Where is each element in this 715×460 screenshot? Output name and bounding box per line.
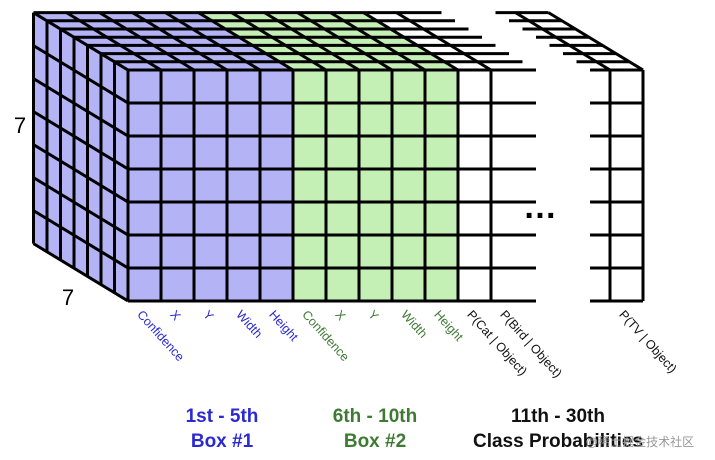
channel-label-5: Height: [266, 308, 301, 345]
group-box2-line1: 6th - 10th: [333, 406, 417, 427]
channel-column: [359, 70, 392, 301]
channel-column: [227, 70, 260, 301]
group-cls-caption: 11th - 30th Class Probabilities: [473, 406, 643, 452]
channel-label-2: X: [167, 308, 183, 324]
channel-label-4: Width: [233, 308, 265, 341]
channel-label-10: Height: [431, 308, 466, 345]
channel-label-11: P(Cat | Object): [464, 308, 530, 379]
tensor-side-face: [32, 11, 130, 303]
col-count-label: 7: [62, 285, 74, 310]
channel-label-13: P(TV | Object): [616, 308, 679, 376]
group-box2-caption: 6th - 10th Box #2: [333, 406, 417, 452]
ellipsis-label: …: [523, 188, 557, 226]
channel-column: [425, 70, 458, 301]
group-box1-line2: Box #1: [191, 431, 254, 452]
channel-column: [194, 70, 227, 301]
channel-label-7: X: [332, 308, 348, 324]
watermark: @稀土掘金技术社区: [586, 434, 694, 449]
group-box2-line2: Box #2: [344, 431, 406, 452]
group-box1-caption: 1st - 5th Box #1: [186, 406, 259, 452]
top-strip-box1: [33, 12, 293, 71]
channel-column: [326, 70, 359, 301]
channel-column: [392, 70, 425, 301]
channel-label-8: Y: [365, 308, 381, 324]
channel-column: [128, 70, 161, 301]
group-cls-line1: 11th - 30th: [511, 406, 605, 427]
channel-label-3: Y: [200, 308, 216, 324]
tensor-top-face: [32, 11, 644, 72]
group-cls-line2: Class Probabilities: [473, 431, 643, 452]
channel-column: [610, 70, 643, 301]
tensor-front-face: [126, 68, 645, 303]
group-box1-line1: 1st - 5th: [186, 406, 259, 427]
channel-column: [260, 70, 293, 301]
channel-column: [491, 70, 524, 301]
top-strip-box2: [198, 12, 458, 71]
channel-column: [161, 70, 194, 301]
row-count-label: 7: [14, 113, 26, 138]
channel-column: [293, 70, 326, 301]
channel-column: [458, 70, 491, 301]
channel-label-9: Width: [398, 308, 430, 341]
tensor-grid: [32, 11, 645, 303]
